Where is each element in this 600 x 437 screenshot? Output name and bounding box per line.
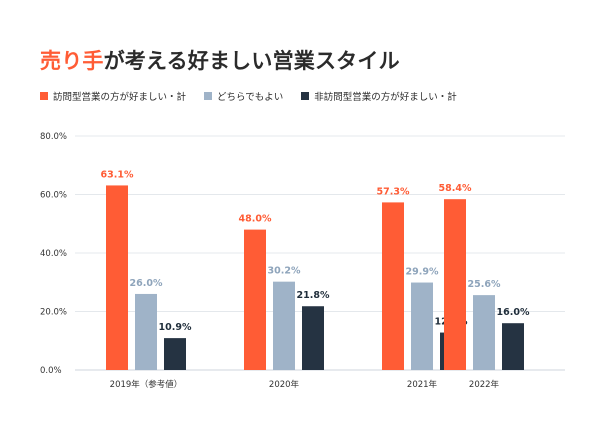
bar bbox=[273, 281, 295, 370]
bar bbox=[106, 185, 128, 370]
data-label: 48.0% bbox=[239, 214, 272, 225]
legend-label-visit: 訪問型営業の方が好ましい・計 bbox=[53, 92, 187, 103]
y-tick-label: 80.0% bbox=[40, 132, 67, 142]
data-label: 57.3% bbox=[377, 186, 410, 197]
legend-label-either: どちらでもよい bbox=[217, 92, 284, 103]
data-label: 21.8% bbox=[297, 290, 330, 301]
legend-item-visit: 訪問型営業の方が好ましい・計 bbox=[40, 89, 186, 103]
bar bbox=[382, 202, 404, 370]
data-label: 10.9% bbox=[159, 322, 192, 333]
x-tick-label: 2021年 bbox=[407, 379, 438, 390]
y-tick-label: 60.0% bbox=[40, 191, 67, 201]
legend-swatch-nonvisit bbox=[301, 92, 310, 100]
y-tick-label: 40.0% bbox=[40, 249, 67, 259]
bar bbox=[164, 338, 186, 370]
chart-title: 売り手が考える好ましい営業スタイル bbox=[40, 45, 400, 75]
bar bbox=[502, 323, 524, 370]
bar bbox=[135, 293, 157, 370]
data-label: 29.9% bbox=[406, 267, 439, 278]
data-label: 25.6% bbox=[468, 279, 501, 290]
bar bbox=[411, 282, 433, 370]
bar bbox=[302, 306, 324, 370]
data-label: 63.1% bbox=[101, 169, 134, 180]
y-tick-label: 0.0% bbox=[40, 366, 62, 376]
legend-label-nonvisit: 非訪問型営業の方が好ましい・計 bbox=[314, 92, 457, 103]
y-tick-label: 20.0% bbox=[40, 308, 67, 318]
legend-item-nonvisit: 非訪問型営業の方が好ましい・計 bbox=[301, 89, 457, 103]
x-tick-label: 2019年（参考値） bbox=[110, 379, 183, 390]
data-label: 30.2% bbox=[268, 266, 301, 277]
x-tick-label: 2020年 bbox=[269, 379, 300, 390]
legend-swatch-visit bbox=[40, 92, 48, 100]
data-label: 26.0% bbox=[130, 278, 163, 289]
data-label: 16.0% bbox=[497, 307, 530, 318]
bar bbox=[244, 229, 266, 370]
chart-title-accent: 売り手 bbox=[40, 49, 104, 73]
legend: 訪問型営業の方が好ましい・計 どちらでもよい 非訪問型営業の方が好ましい・計 bbox=[40, 89, 457, 103]
x-tick-label: 2022年 bbox=[469, 379, 500, 390]
bar bbox=[444, 199, 466, 370]
legend-item-either: どちらでもよい bbox=[204, 89, 283, 103]
data-label: 58.4% bbox=[439, 183, 472, 194]
chart-title-rest: が考える好ましい営業スタイル bbox=[103, 49, 400, 73]
legend-swatch-either bbox=[204, 92, 213, 100]
bar bbox=[473, 295, 495, 370]
